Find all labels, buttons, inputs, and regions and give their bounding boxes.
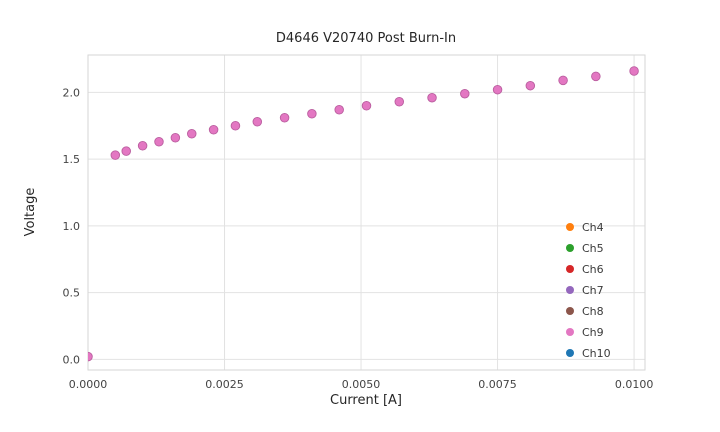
- data-point-ch9: [307, 108, 317, 119]
- data-point-ch9: [558, 75, 568, 86]
- legend-entry-ch8: Ch8: [566, 305, 604, 318]
- x-tick-label: 0.0050: [342, 378, 381, 391]
- y-tick-label: 1.0: [63, 220, 81, 233]
- data-point-ch9: [279, 112, 290, 123]
- legend-label-ch4: Ch4: [582, 221, 604, 234]
- legend-entry-ch4: Ch4: [566, 221, 604, 234]
- data-point-ch9: [460, 88, 470, 99]
- data-point-ch9: [427, 92, 437, 103]
- legend: Ch4 Ch5 Ch6 Ch7 Ch8 Ch9 Ch10: [566, 221, 611, 360]
- legend-entry-ch6: Ch6: [566, 263, 604, 276]
- data-point-ch9: [121, 146, 131, 156]
- x-tick-label: 0.0000: [69, 378, 108, 391]
- legend-label-ch8: Ch8: [582, 305, 604, 318]
- legend-label-ch9: Ch9: [582, 326, 604, 339]
- legend-entry-ch9: Ch9: [566, 326, 604, 339]
- data-point-ch9: [154, 137, 164, 147]
- gridlines: [87, 55, 645, 370]
- y-tick-labels: 0.0 0.5 1.0 1.5 2.0: [63, 86, 81, 366]
- data-point-ch9: [208, 124, 219, 135]
- legend-label-ch5: Ch5: [582, 242, 604, 255]
- legend-marker-ch6: [566, 265, 574, 273]
- x-tick-label: 0.0075: [478, 378, 517, 391]
- x-tick-label: 0.0100: [615, 378, 654, 391]
- legend-label-ch6: Ch6: [582, 263, 604, 276]
- plot-border: [87, 54, 646, 371]
- data-point-ch9: [629, 66, 639, 76]
- legend-entry-ch5: Ch5: [566, 242, 604, 255]
- legend-marker-ch8: [566, 307, 574, 315]
- data-point-ch9: [137, 141, 148, 151]
- data-point-ch9: [361, 100, 372, 111]
- legend-label-ch7: Ch7: [582, 284, 604, 297]
- y-axis-label: Voltage: [23, 188, 38, 237]
- data-point-ch9: [110, 150, 121, 160]
- chart-title: D4646 V20740 Post Burn-In: [276, 31, 456, 46]
- data-point-ch9: [492, 84, 503, 95]
- legend-marker-ch10: [566, 349, 574, 357]
- legend-label-ch10: Ch10: [582, 347, 611, 360]
- data-point-ch9: [170, 133, 181, 143]
- data-point-ch9: [591, 71, 601, 82]
- data-point-ch9: [252, 116, 263, 127]
- data-point-ch9: [230, 120, 241, 131]
- data-point-ch9: [187, 128, 197, 139]
- data-point-ch9: [525, 80, 536, 91]
- legend-marker-ch5: [566, 244, 574, 252]
- legend-entry-ch7: Ch7: [566, 284, 604, 297]
- data-point-ch9: [334, 104, 344, 115]
- y-tick-label: 0.5: [63, 287, 81, 300]
- legend-marker-ch4: [566, 223, 574, 231]
- legend-marker-ch9: [566, 328, 574, 336]
- data-point-ch9: [394, 96, 405, 107]
- legend-entry-ch10: Ch10: [566, 347, 611, 360]
- legend-marker-ch7: [566, 286, 574, 294]
- x-tick-labels: 0.0000 0.0025 0.0050 0.0075 0.0100: [69, 378, 654, 391]
- x-tick-label: 0.0025: [205, 378, 244, 391]
- y-tick-label: 2.0: [63, 86, 81, 99]
- y-tick-label: 1.5: [63, 153, 81, 166]
- data-points-layer: [88, 66, 639, 362]
- x-axis-label: Current [A]: [330, 393, 402, 408]
- data-point-ch9: [88, 351, 93, 362]
- y-tick-label: 0.0: [63, 353, 81, 366]
